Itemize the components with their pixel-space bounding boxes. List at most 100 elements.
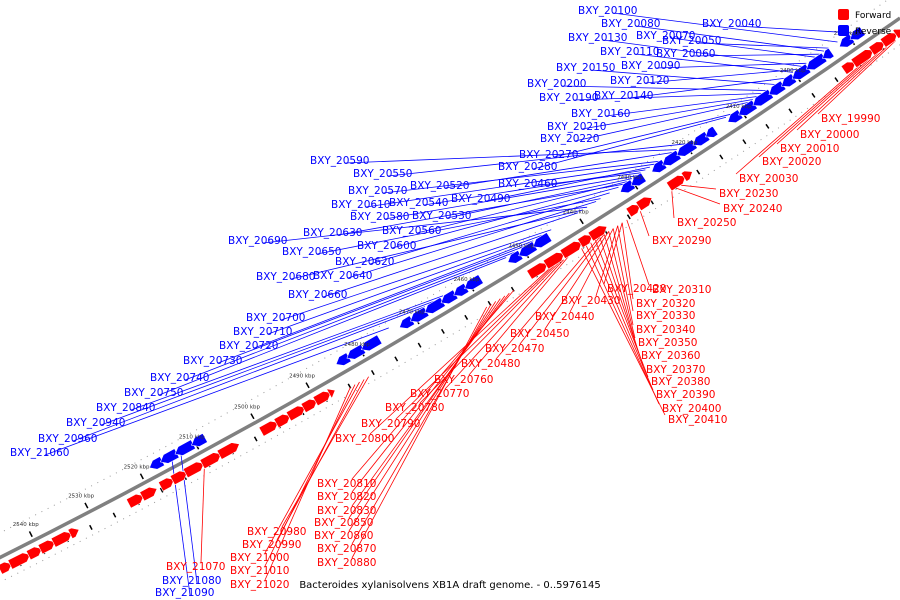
forward-gene (850, 49, 874, 69)
gene-label: BXY_21060 (10, 447, 69, 459)
tick-mark (788, 108, 793, 114)
gene-label: BXY_20850 (314, 517, 373, 529)
leader-line (602, 39, 802, 67)
gene-label: BXY_20560 (382, 225, 441, 237)
dotted-guide-lines (0, 0, 900, 581)
forward-gene (285, 405, 306, 422)
gene-label: BXY_20980 (247, 526, 306, 538)
tick-label: 2440 kbp (563, 210, 589, 216)
leader-line (100, 300, 435, 426)
tick-label: 2470 kbp (399, 310, 425, 316)
gene-label: BXY_20630 (303, 227, 362, 239)
tick-mark (89, 524, 93, 530)
gene-label: BXY_21000 (230, 552, 289, 564)
leader-line (634, 53, 793, 73)
leader-line (253, 240, 534, 349)
tick-label: 2490 kbp (289, 373, 315, 379)
leader-line (337, 183, 624, 236)
reverse-gene (191, 432, 208, 447)
gene-label: BXY_20060 (656, 48, 715, 60)
leader-line (280, 229, 552, 321)
gene-label: BXY_20660 (288, 289, 347, 301)
leader-line (495, 236, 601, 360)
leader-line (626, 219, 650, 286)
gene-label: BXY_20430 (561, 295, 620, 307)
tick-mark (139, 473, 144, 480)
gene-label: BXY_20420 (607, 283, 666, 295)
leader-line (446, 178, 633, 219)
gene-label: BXY_20250 (677, 217, 736, 229)
gene-label: BXY_20520 (410, 180, 469, 192)
gene-label: BXY_20800 (335, 433, 394, 445)
gene-label: BXY_20730 (183, 355, 242, 367)
leader-line (264, 387, 351, 581)
leader-line (72, 306, 426, 442)
leader-line (184, 251, 516, 381)
gene-label: BXY_20140 (594, 90, 653, 102)
gene-label: BXY_20400 (662, 403, 721, 415)
reverse-gene (409, 306, 430, 323)
leader-line (696, 42, 829, 49)
forward-gene (25, 546, 43, 561)
tick-mark (250, 413, 255, 420)
leader-line (44, 327, 389, 456)
legend: Forward Reverse (838, 9, 892, 37)
gene-label: BXY_20190 (539, 92, 598, 104)
leader-line (817, 40, 897, 115)
gene-label: BXY_20310 (652, 284, 711, 296)
gene-label: BXY_20280 (498, 161, 557, 173)
leader-line (365, 163, 655, 208)
gene-label: BXY_20010 (780, 143, 839, 155)
forward-gene (50, 531, 73, 548)
legend-forward-swatch (838, 9, 849, 20)
gene-label: BXY_20760 (434, 374, 493, 386)
gene-label: BXY_20320 (636, 298, 695, 310)
tick-mark (305, 382, 310, 389)
forward-gene (169, 470, 188, 486)
gene-label: BXY_21010 (230, 565, 289, 577)
gene-label: BXY_20860 (314, 530, 373, 542)
tick-mark (417, 342, 422, 348)
leader-line (130, 295, 444, 411)
gene-label: BXY_20270 (519, 149, 578, 161)
gene-features (0, 26, 900, 575)
legend-reverse-swatch (838, 25, 849, 36)
forward-gene (840, 61, 856, 75)
leader-line (561, 85, 767, 91)
gene-label: BXY_20610 (331, 199, 390, 211)
leader-line (348, 298, 501, 519)
gene-label: BXY_20390 (656, 389, 715, 401)
gene-label: BXY_20000 (800, 129, 859, 141)
leader-line (351, 303, 492, 545)
gene-label: BXY_20030 (739, 173, 798, 185)
leader-line (419, 262, 560, 404)
leader-line (736, 25, 851, 34)
forward-gene (635, 196, 653, 212)
leader-line (603, 234, 639, 352)
reverse-gene (806, 52, 828, 71)
gene-label: BXY_20620 (335, 256, 394, 268)
gene-label: BXY_20460 (498, 178, 557, 190)
reverse-gene (849, 26, 866, 41)
leader-line (574, 102, 749, 142)
leader-line (468, 256, 569, 376)
gene-label: BXY_20350 (638, 337, 697, 349)
leader-line (690, 53, 820, 57)
gene-label: BXY_20750 (124, 387, 183, 399)
leader-line (532, 116, 727, 170)
tick-label: 2410 kbp (726, 104, 752, 110)
leader-line (590, 242, 654, 391)
gene-label: BXY_20070 (636, 30, 695, 42)
leader-line (290, 209, 583, 280)
forward-gene (587, 225, 608, 242)
forward-gene (665, 175, 687, 192)
gene-label: BXY_20210 (547, 121, 606, 133)
leader-line (395, 265, 555, 420)
leader-line (671, 190, 675, 219)
gene-label: BXY_20490 (451, 193, 510, 205)
gene-label: BXY_20110 (600, 46, 659, 58)
leader-line (387, 143, 686, 177)
gene-label: BXY_20570 (348, 185, 407, 197)
reverse-gene (630, 172, 647, 187)
